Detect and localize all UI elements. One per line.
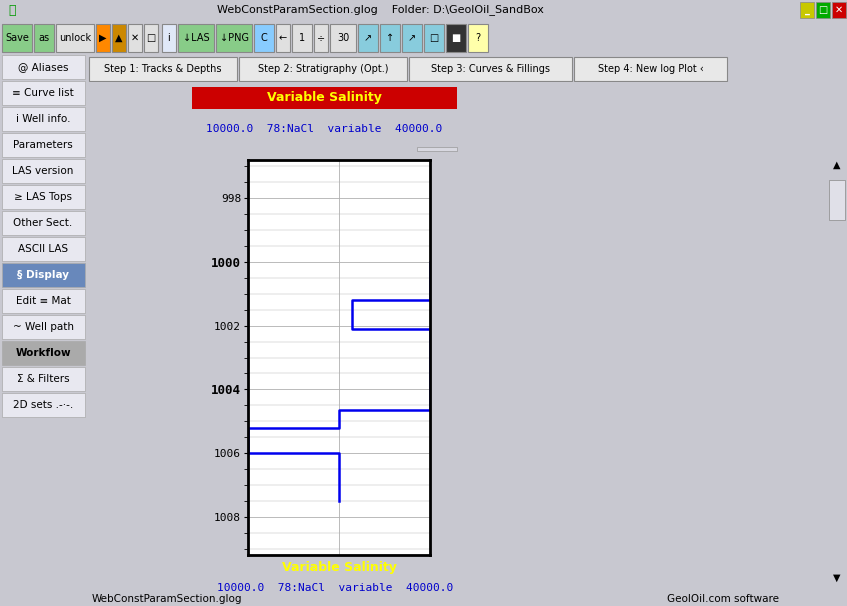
Text: _: _ xyxy=(805,5,810,15)
Bar xyxy=(800,2,814,18)
Bar xyxy=(2,211,85,235)
Bar xyxy=(574,57,727,81)
Bar xyxy=(417,147,457,151)
Bar xyxy=(192,87,457,109)
Text: Edit ≡ Mat: Edit ≡ Mat xyxy=(15,296,70,306)
Bar xyxy=(358,24,378,52)
Bar xyxy=(2,263,85,287)
Text: Workflow: Workflow xyxy=(15,348,71,358)
Bar xyxy=(2,315,85,339)
Bar xyxy=(816,2,830,18)
Bar xyxy=(2,393,85,417)
Text: ~ Well path: ~ Well path xyxy=(13,322,74,332)
Text: unlock: unlock xyxy=(59,33,91,43)
Bar xyxy=(314,24,328,52)
Text: WebConstParamSection.glog: WebConstParamSection.glog xyxy=(92,594,242,604)
Text: 🔒: 🔒 xyxy=(8,4,16,16)
Text: ≡ Curve list: ≡ Curve list xyxy=(12,88,74,98)
Bar xyxy=(96,24,110,52)
Text: ▲: ▲ xyxy=(833,160,841,170)
Text: ↗: ↗ xyxy=(364,33,372,43)
Text: ✕: ✕ xyxy=(835,5,843,15)
Bar xyxy=(2,185,85,209)
Text: ↓LAS: ↓LAS xyxy=(183,33,209,43)
Text: 2D sets .-·-.: 2D sets .-·-. xyxy=(13,400,73,410)
Bar xyxy=(402,24,422,52)
Text: LAS version: LAS version xyxy=(13,166,74,176)
Text: Step 4: New log Plot ‹: Step 4: New log Plot ‹ xyxy=(598,64,703,74)
Bar xyxy=(829,180,845,220)
Text: □: □ xyxy=(818,5,828,15)
Text: ✕: ✕ xyxy=(131,33,139,43)
Bar xyxy=(2,159,85,183)
Text: Step 1: Tracks & Depths: Step 1: Tracks & Depths xyxy=(104,64,222,74)
Text: □: □ xyxy=(429,33,439,43)
Text: ▲: ▲ xyxy=(115,33,123,43)
Bar xyxy=(128,24,142,52)
Bar xyxy=(409,57,572,81)
Bar xyxy=(2,237,85,261)
Text: ?: ? xyxy=(475,33,480,43)
Text: ↓PNG: ↓PNG xyxy=(219,33,248,43)
Bar xyxy=(468,24,488,52)
Text: as: as xyxy=(38,33,50,43)
Bar xyxy=(89,57,237,81)
Bar xyxy=(330,24,356,52)
Bar xyxy=(2,107,85,131)
Text: □: □ xyxy=(147,33,156,43)
Text: i: i xyxy=(168,33,170,43)
Bar xyxy=(239,57,407,81)
Bar xyxy=(276,24,290,52)
Bar xyxy=(162,24,176,52)
Text: ←: ← xyxy=(279,33,287,43)
Bar xyxy=(2,341,85,365)
Bar xyxy=(2,367,85,391)
Text: 1: 1 xyxy=(299,33,305,43)
Text: WebConstParamSection.glog    Folder: D:\GeolOil_SandBox: WebConstParamSection.glog Folder: D:\Geo… xyxy=(217,5,544,16)
Text: ÷: ÷ xyxy=(317,33,325,43)
Text: @ Aliases: @ Aliases xyxy=(18,62,69,72)
Text: ↑: ↑ xyxy=(386,33,394,43)
Text: Σ & Filters: Σ & Filters xyxy=(17,374,69,384)
Text: ■: ■ xyxy=(451,33,461,43)
Bar xyxy=(144,24,158,52)
Text: ≥ LAS Tops: ≥ LAS Tops xyxy=(14,192,72,202)
Bar xyxy=(34,24,54,52)
Text: 30: 30 xyxy=(337,33,349,43)
Text: Variable Salinity: Variable Salinity xyxy=(281,562,396,574)
Text: § Display: § Display xyxy=(17,270,69,280)
Text: ASCII LAS: ASCII LAS xyxy=(18,244,68,254)
Bar xyxy=(832,2,846,18)
Text: ▶: ▶ xyxy=(99,33,107,43)
Bar xyxy=(2,133,85,157)
Text: Save: Save xyxy=(5,33,29,43)
Bar xyxy=(2,24,32,52)
Bar xyxy=(2,81,85,105)
Text: GeolOil.com software: GeolOil.com software xyxy=(667,594,779,604)
Text: Variable Salinity: Variable Salinity xyxy=(267,92,381,104)
Text: Step 3: Curves & Fillings: Step 3: Curves & Fillings xyxy=(431,64,550,74)
Text: Other Sect.: Other Sect. xyxy=(14,218,73,228)
Text: i Well info.: i Well info. xyxy=(16,114,70,124)
Text: ▼: ▼ xyxy=(833,573,841,583)
Bar xyxy=(424,24,444,52)
Bar xyxy=(112,24,126,52)
Text: 10000.0  78:NaCl  variable  40000.0: 10000.0 78:NaCl variable 40000.0 xyxy=(206,124,442,134)
Text: ↗: ↗ xyxy=(408,33,416,43)
Bar xyxy=(178,24,214,52)
Bar xyxy=(254,24,274,52)
Text: Step 2: Stratigraphy (Opt.): Step 2: Stratigraphy (Opt.) xyxy=(257,64,388,74)
Bar xyxy=(56,24,94,52)
Bar xyxy=(380,24,400,52)
Text: Parameters: Parameters xyxy=(13,140,73,150)
Text: C: C xyxy=(261,33,268,43)
Bar xyxy=(292,24,312,52)
Bar xyxy=(2,55,85,79)
Bar xyxy=(2,289,85,313)
Bar xyxy=(446,24,466,52)
Bar xyxy=(216,24,252,52)
Text: 10000.0  78:NaCl  variable  40000.0: 10000.0 78:NaCl variable 40000.0 xyxy=(217,583,453,593)
